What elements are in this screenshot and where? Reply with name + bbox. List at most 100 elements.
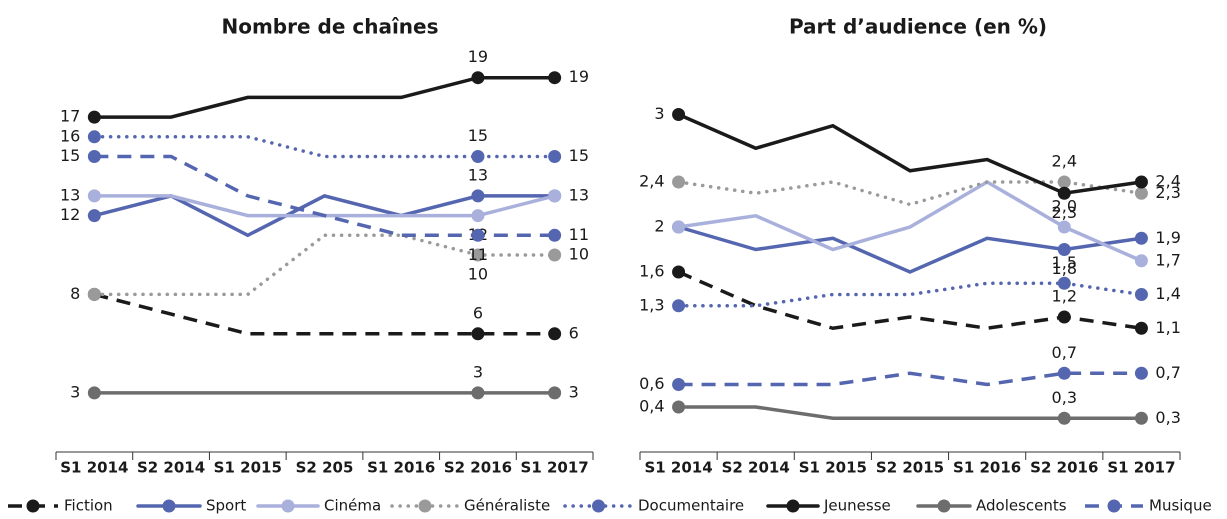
value-label: 6 bbox=[569, 323, 579, 342]
value-label: 10 bbox=[569, 245, 589, 264]
legend-label: Adolescents bbox=[976, 497, 1067, 515]
x-tick-label: S1 2016 bbox=[367, 459, 435, 477]
legend-label: Fiction bbox=[64, 497, 113, 515]
chart-title: Part d’audience (en %) bbox=[789, 15, 1047, 39]
series-line bbox=[678, 371, 1142, 387]
point-marker bbox=[471, 189, 485, 203]
point-marker bbox=[672, 265, 686, 279]
point-marker bbox=[1134, 175, 1148, 189]
point-marker bbox=[1134, 411, 1148, 425]
x-tick-label: S1 2014 bbox=[644, 459, 712, 477]
point-marker bbox=[87, 209, 101, 223]
series-line bbox=[676, 180, 1144, 207]
point-marker bbox=[1134, 231, 1148, 245]
value-label: 3 bbox=[569, 382, 579, 401]
value-label: 0,3 bbox=[1052, 388, 1077, 407]
legend-marker bbox=[162, 499, 176, 513]
point-marker bbox=[471, 248, 485, 262]
x-tick-label: S1 2017 bbox=[521, 459, 589, 477]
legend-marker bbox=[418, 499, 432, 513]
legend-label: Jeunesse bbox=[823, 497, 891, 515]
point-marker bbox=[1057, 220, 1071, 234]
value-label: 11 bbox=[468, 245, 488, 264]
x-tick-label: S2 2016 bbox=[444, 459, 512, 477]
point-marker bbox=[87, 130, 101, 144]
value-label: 19 bbox=[468, 47, 488, 66]
value-label: 13 bbox=[569, 185, 589, 204]
legend-marker bbox=[937, 499, 951, 513]
point-marker bbox=[548, 327, 562, 341]
point-marker bbox=[87, 110, 101, 124]
legend-marker bbox=[592, 499, 605, 513]
x-tick-label: S1 2015 bbox=[214, 459, 282, 477]
point-marker bbox=[1134, 186, 1148, 200]
value-label: 15 bbox=[569, 146, 589, 165]
value-label: 1,9 bbox=[1155, 228, 1180, 247]
point-marker bbox=[1134, 288, 1148, 301]
point-marker bbox=[672, 299, 686, 313]
value-label: 1,1 bbox=[1155, 318, 1180, 337]
value-label: 2,3 bbox=[1155, 183, 1180, 202]
value-label: 0,4 bbox=[639, 397, 664, 416]
point-marker bbox=[1057, 243, 1071, 256]
point-marker bbox=[87, 287, 101, 301]
point-marker bbox=[548, 150, 562, 163]
point-marker bbox=[1057, 366, 1071, 380]
value-label: 1,7 bbox=[1155, 250, 1180, 269]
series-line bbox=[92, 75, 557, 119]
point-marker bbox=[471, 209, 485, 223]
value-label: 2 bbox=[654, 217, 664, 236]
value-label: 19 bbox=[569, 67, 589, 86]
value-label: 16 bbox=[60, 126, 80, 145]
value-label: 13 bbox=[60, 185, 80, 204]
value-label: 2,4 bbox=[1155, 172, 1180, 191]
x-tick-label: S1 2017 bbox=[1107, 459, 1175, 477]
point-marker bbox=[548, 189, 562, 203]
point-marker bbox=[1057, 186, 1071, 200]
point-marker bbox=[672, 108, 686, 121]
value-label: 1,5 bbox=[1052, 253, 1077, 272]
point-marker bbox=[471, 71, 485, 85]
value-label: 1,6 bbox=[639, 262, 664, 281]
point-marker bbox=[1057, 310, 1071, 324]
value-label: 2,4 bbox=[1052, 152, 1077, 171]
value-label: 17 bbox=[60, 107, 80, 126]
point-marker bbox=[672, 400, 686, 414]
point-marker bbox=[548, 228, 562, 242]
legend-marker bbox=[26, 499, 40, 513]
series-line bbox=[93, 292, 555, 336]
value-label: 1,2 bbox=[1052, 287, 1077, 306]
point-marker bbox=[548, 248, 562, 262]
legend-label: Sport bbox=[206, 497, 246, 515]
x-tick-label: S2 2015 bbox=[876, 459, 944, 477]
legend-label: Documentaire bbox=[638, 497, 744, 515]
point-marker bbox=[672, 220, 686, 234]
point-marker bbox=[1134, 321, 1148, 335]
point-marker bbox=[1057, 175, 1071, 189]
point-marker bbox=[1134, 366, 1148, 380]
legend-marker bbox=[786, 499, 800, 513]
point-marker bbox=[471, 228, 485, 242]
legend-label: Cinéma bbox=[324, 497, 381, 515]
value-label: 2,4 bbox=[639, 172, 664, 191]
legend-label: Musique bbox=[1149, 497, 1212, 515]
legend-marker bbox=[1107, 499, 1121, 513]
value-label: 8 bbox=[70, 284, 80, 303]
x-tick-label: S1 2015 bbox=[799, 459, 867, 477]
point-marker bbox=[672, 175, 686, 189]
value-label: 1,4 bbox=[1155, 284, 1180, 303]
x-tick-label: S1 2016 bbox=[953, 459, 1021, 477]
value-label: 6 bbox=[473, 303, 483, 322]
series-line bbox=[676, 405, 1144, 420]
value-label: 2,0 bbox=[1052, 197, 1077, 216]
value-label: 12 bbox=[60, 205, 80, 224]
point-marker bbox=[471, 386, 485, 400]
value-label: 15 bbox=[468, 126, 488, 145]
value-label: 2,3 bbox=[1052, 203, 1077, 222]
point-marker bbox=[1057, 276, 1071, 290]
chart-title: Nombre de chaînes bbox=[221, 15, 438, 39]
x-tick-label: S1 2014 bbox=[60, 459, 128, 477]
x-tick-label: S2 2016 bbox=[1030, 459, 1098, 477]
